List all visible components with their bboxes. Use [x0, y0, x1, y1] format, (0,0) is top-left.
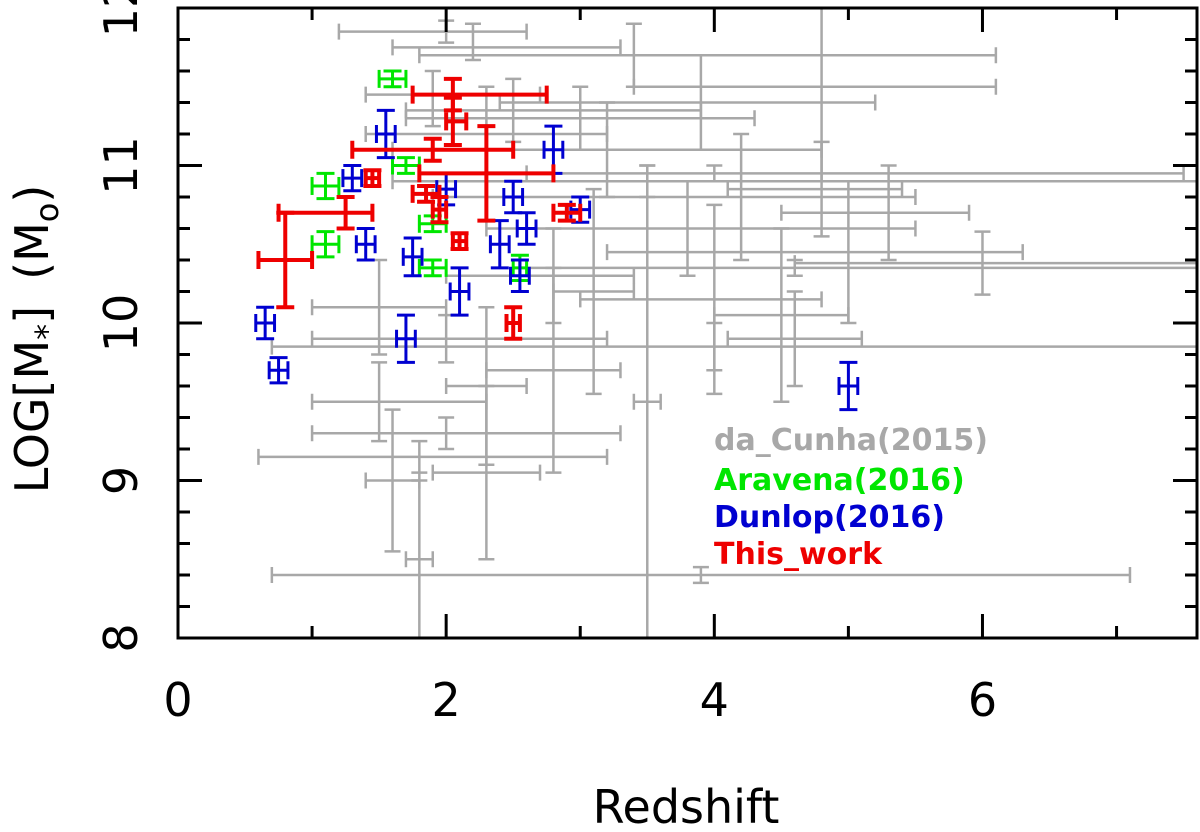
this-work-point-4	[363, 168, 382, 188]
da-cunha-point-32	[431, 384, 542, 561]
da-cunha-series	[257, 6, 1199, 640]
this-work-point-9	[450, 231, 469, 251]
dunlop-point-12	[254, 305, 277, 341]
y-axis-label-main: LOG[M	[5, 340, 59, 493]
axes	[176, 6, 1199, 640]
y-axis-label-sub: *	[28, 324, 66, 340]
legend-this-work: This_work	[714, 537, 883, 572]
da-cunha-point-14	[780, 164, 971, 262]
y-tick-label: 9	[94, 466, 148, 495]
dunlop-point-2	[341, 164, 364, 193]
x-axis-label: Redshift	[593, 780, 780, 832]
this-work-point-3	[417, 124, 556, 223]
this-work-point-7	[430, 195, 449, 225]
dunlop-point-13	[395, 313, 417, 364]
x-tick-label: 0	[163, 673, 192, 727]
da-cunha-point-36	[270, 565, 1132, 585]
da-cunha-point-12	[726, 140, 904, 238]
this-work-point-11	[504, 305, 523, 341]
y-axis-label-close: ]	[5, 306, 59, 324]
dunlop-point-15	[837, 360, 860, 412]
da-cunha-point-29	[310, 416, 622, 451]
y-tick-label: 12	[94, 0, 148, 37]
dunlop-point-9	[401, 236, 424, 278]
legend-da-cunha: da_Cunha(2015)	[714, 423, 988, 458]
da-cunha-point-16	[605, 180, 1024, 325]
legend-aravena: Aravena(2016)	[714, 463, 965, 498]
x-tick-label: 6	[968, 673, 997, 727]
x-tick-label: 2	[432, 673, 461, 727]
y-axis-unit-open: (M	[5, 222, 59, 280]
highlighted-series	[254, 69, 860, 412]
x-tick-label: 4	[700, 673, 729, 727]
y-axis-unit-sub: o	[28, 203, 66, 223]
dunlop-point-14	[267, 356, 290, 385]
dunlop-point-10	[509, 258, 531, 293]
y-tick-label: 10	[94, 294, 148, 353]
this-work-point-1	[443, 95, 469, 148]
dunlop-point-8	[488, 219, 511, 270]
dunlop-point-7	[354, 227, 377, 262]
dunlop-point-6	[515, 211, 538, 246]
y-axis-label: LOG[M*] (Mo)	[5, 185, 66, 494]
dunlop-point-11	[448, 266, 471, 317]
da-cunha-point-25	[552, 187, 636, 396]
da-cunha-point-21	[726, 290, 864, 388]
y-axis-unit-close: )	[5, 185, 59, 203]
legend-dunlop: Dunlop(2016)	[714, 500, 945, 535]
this-work-point-5	[410, 183, 442, 204]
tick-labels: 0 2 4 6 8 9 10 11 12	[94, 0, 997, 727]
this-work-point-8	[551, 202, 583, 223]
da-cunha-point-1	[391, 22, 622, 62]
y-tick-label: 8	[94, 623, 148, 652]
legend: da_Cunha(2015) Aravena(2016) Dunlop(2016…	[714, 423, 988, 572]
y-tick-label: 11	[94, 136, 148, 195]
aravena-point-4	[310, 230, 341, 259]
dunlop-point-4	[502, 179, 525, 215]
this-work-point-10	[256, 210, 315, 310]
aravena-point-0	[377, 69, 408, 89]
aravena-point-2	[310, 171, 341, 201]
aravena-point-5	[417, 258, 448, 278]
da-cunha-point-18	[793, 230, 1199, 296]
da-cunha-point-20	[713, 227, 850, 403]
